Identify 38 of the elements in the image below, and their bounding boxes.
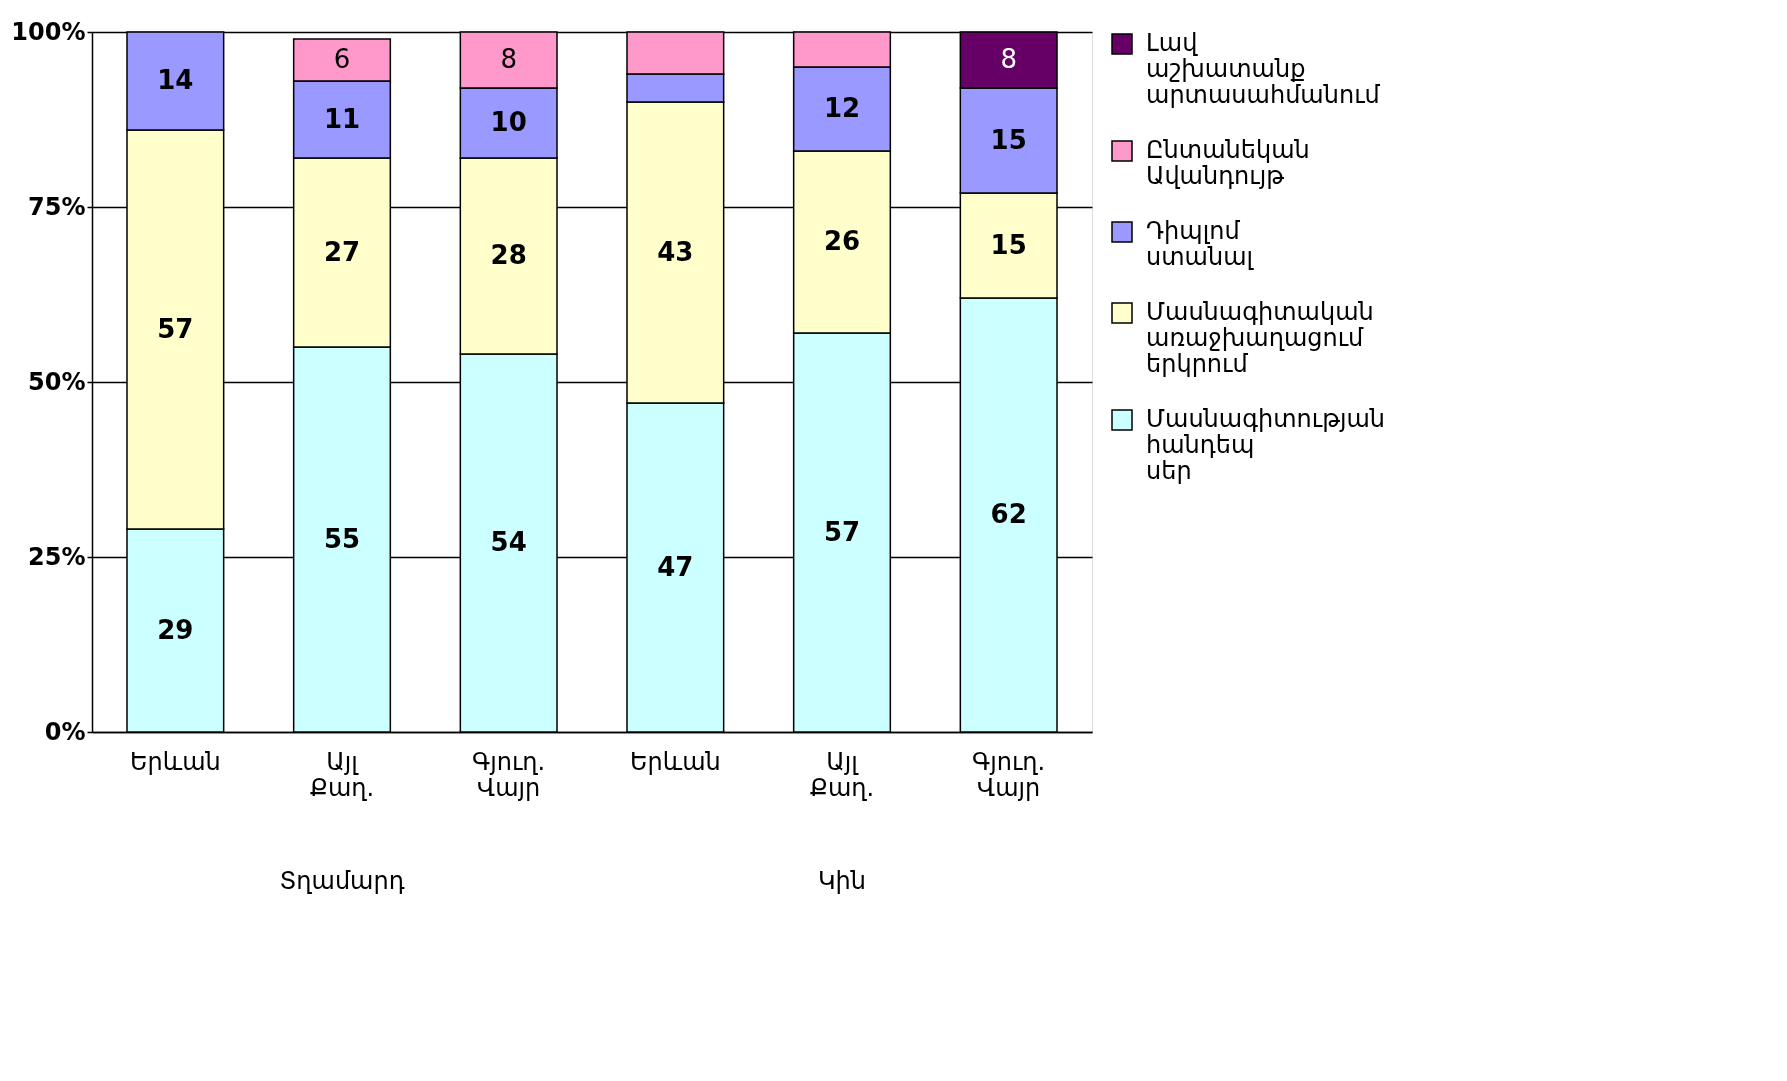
data-label: 55: [323, 523, 361, 554]
data-label: 57: [823, 516, 861, 547]
legend-label: Դիպլոմ ստանալ: [1146, 217, 1255, 271]
text: Տղամարդ: [279, 867, 405, 895]
legend-label: Ընտանեկան Ավանդույթ: [1146, 136, 1310, 190]
data-label: 62: [990, 499, 1027, 529]
text: Կին: [818, 867, 866, 895]
data-label: 14: [157, 65, 194, 95]
x-tick-label: Երևան: [129, 747, 221, 776]
data-label: 8: [500, 44, 517, 74]
data-label: 27: [323, 236, 361, 267]
data-label: 11: [323, 103, 361, 134]
x-tick-label: Գյուղ. Վայր: [472, 747, 546, 802]
data-label: 43: [657, 236, 694, 267]
data-label: 12: [823, 93, 861, 123]
data-label: 6: [333, 44, 351, 74]
data-label: 54: [490, 527, 527, 557]
legend-label: Մասնագիտության հանդեպ սեր: [1146, 405, 1386, 485]
x-tick-label: Այլ Քաղ.: [809, 747, 875, 802]
x-tick-label: Այլ Քաղ.: [309, 747, 375, 802]
y-tick-label: 100%: [11, 17, 86, 46]
data-label: 47: [657, 551, 694, 582]
y-tick-label: 0%: [44, 717, 86, 746]
data-label: 10: [490, 107, 527, 137]
data-label: 15: [990, 124, 1027, 155]
data-label: 15: [990, 229, 1027, 260]
data-label: 29: [157, 614, 194, 645]
y-tick-label: 75%: [28, 192, 86, 221]
x-tick-label: Երևան: [629, 747, 721, 776]
legend-label: Լավ աշխատանք արտասահմանում: [1146, 29, 1381, 109]
data-label: 28: [490, 240, 527, 270]
data-label: 26: [823, 226, 861, 256]
data-label: 57: [157, 313, 194, 344]
y-tick-label: 50%: [28, 367, 86, 396]
data-label: 8: [1000, 44, 1017, 74]
x-tick-label: Գյուղ. Վայր: [972, 747, 1046, 802]
legend-label: Մասնագիտական առաջխաղացում երկրում: [1146, 298, 1374, 378]
y-tick-label: 25%: [28, 542, 86, 571]
